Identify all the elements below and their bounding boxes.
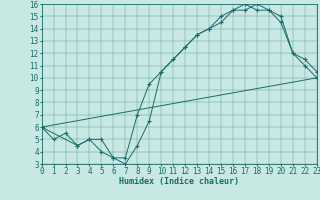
X-axis label: Humidex (Indice chaleur): Humidex (Indice chaleur) <box>119 177 239 186</box>
